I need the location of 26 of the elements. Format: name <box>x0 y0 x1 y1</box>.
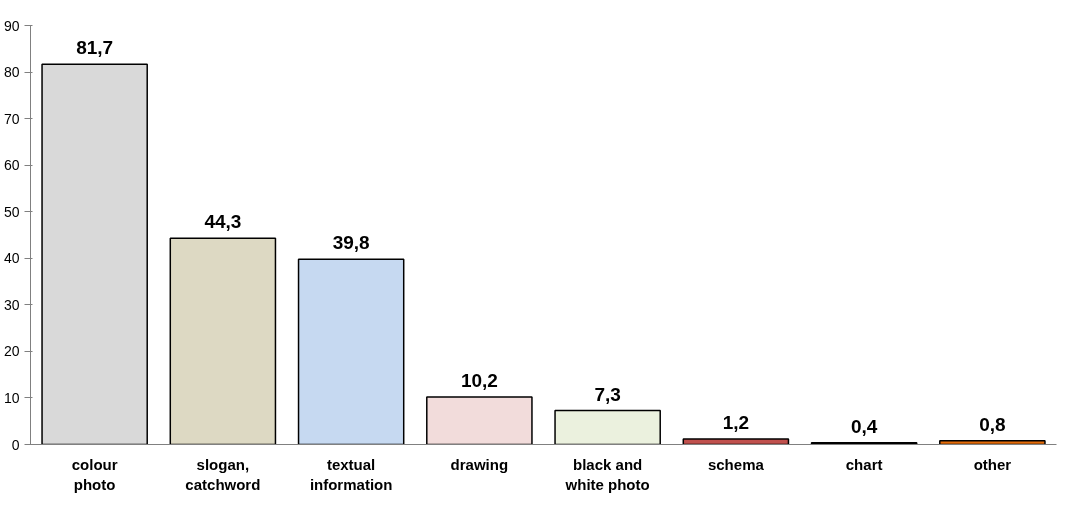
y-tick-label: 50 <box>3 203 20 220</box>
x-tick-label: drawing <box>450 455 509 473</box>
y-tick-label: 80 <box>3 64 20 81</box>
x-tick-label: slogan, catchword <box>185 455 261 493</box>
data-label: 0,8 <box>979 413 1006 435</box>
y-tick-label: 70 <box>3 110 20 127</box>
data-label: 10,2 <box>460 370 498 392</box>
y-tick-label: 10 <box>3 389 20 406</box>
y-tick-label: 0 <box>11 436 20 453</box>
y-tick-label: 60 <box>3 157 20 174</box>
x-tick-label: schema <box>707 455 765 473</box>
y-tick-label: 90 <box>3 17 20 34</box>
x-tick-label: colour photo <box>71 455 118 493</box>
data-label: 0,4 <box>850 415 878 437</box>
y-tick-label: 20 <box>3 343 20 360</box>
data-label: 81,7 <box>76 37 114 59</box>
x-tick-label: other <box>973 455 1012 473</box>
x-tick-label: chart <box>845 455 883 473</box>
x-tick-label: black and white photo <box>564 455 650 493</box>
y-tick-label: 30 <box>3 296 20 313</box>
x-tick-label: textual information <box>309 455 393 493</box>
data-label: 1,2 <box>722 411 750 433</box>
data-label: 39,8 <box>332 232 370 254</box>
data-label: 7,3 <box>594 383 621 405</box>
data-label: 44,3 <box>204 211 242 233</box>
y-tick-label: 40 <box>3 250 20 267</box>
